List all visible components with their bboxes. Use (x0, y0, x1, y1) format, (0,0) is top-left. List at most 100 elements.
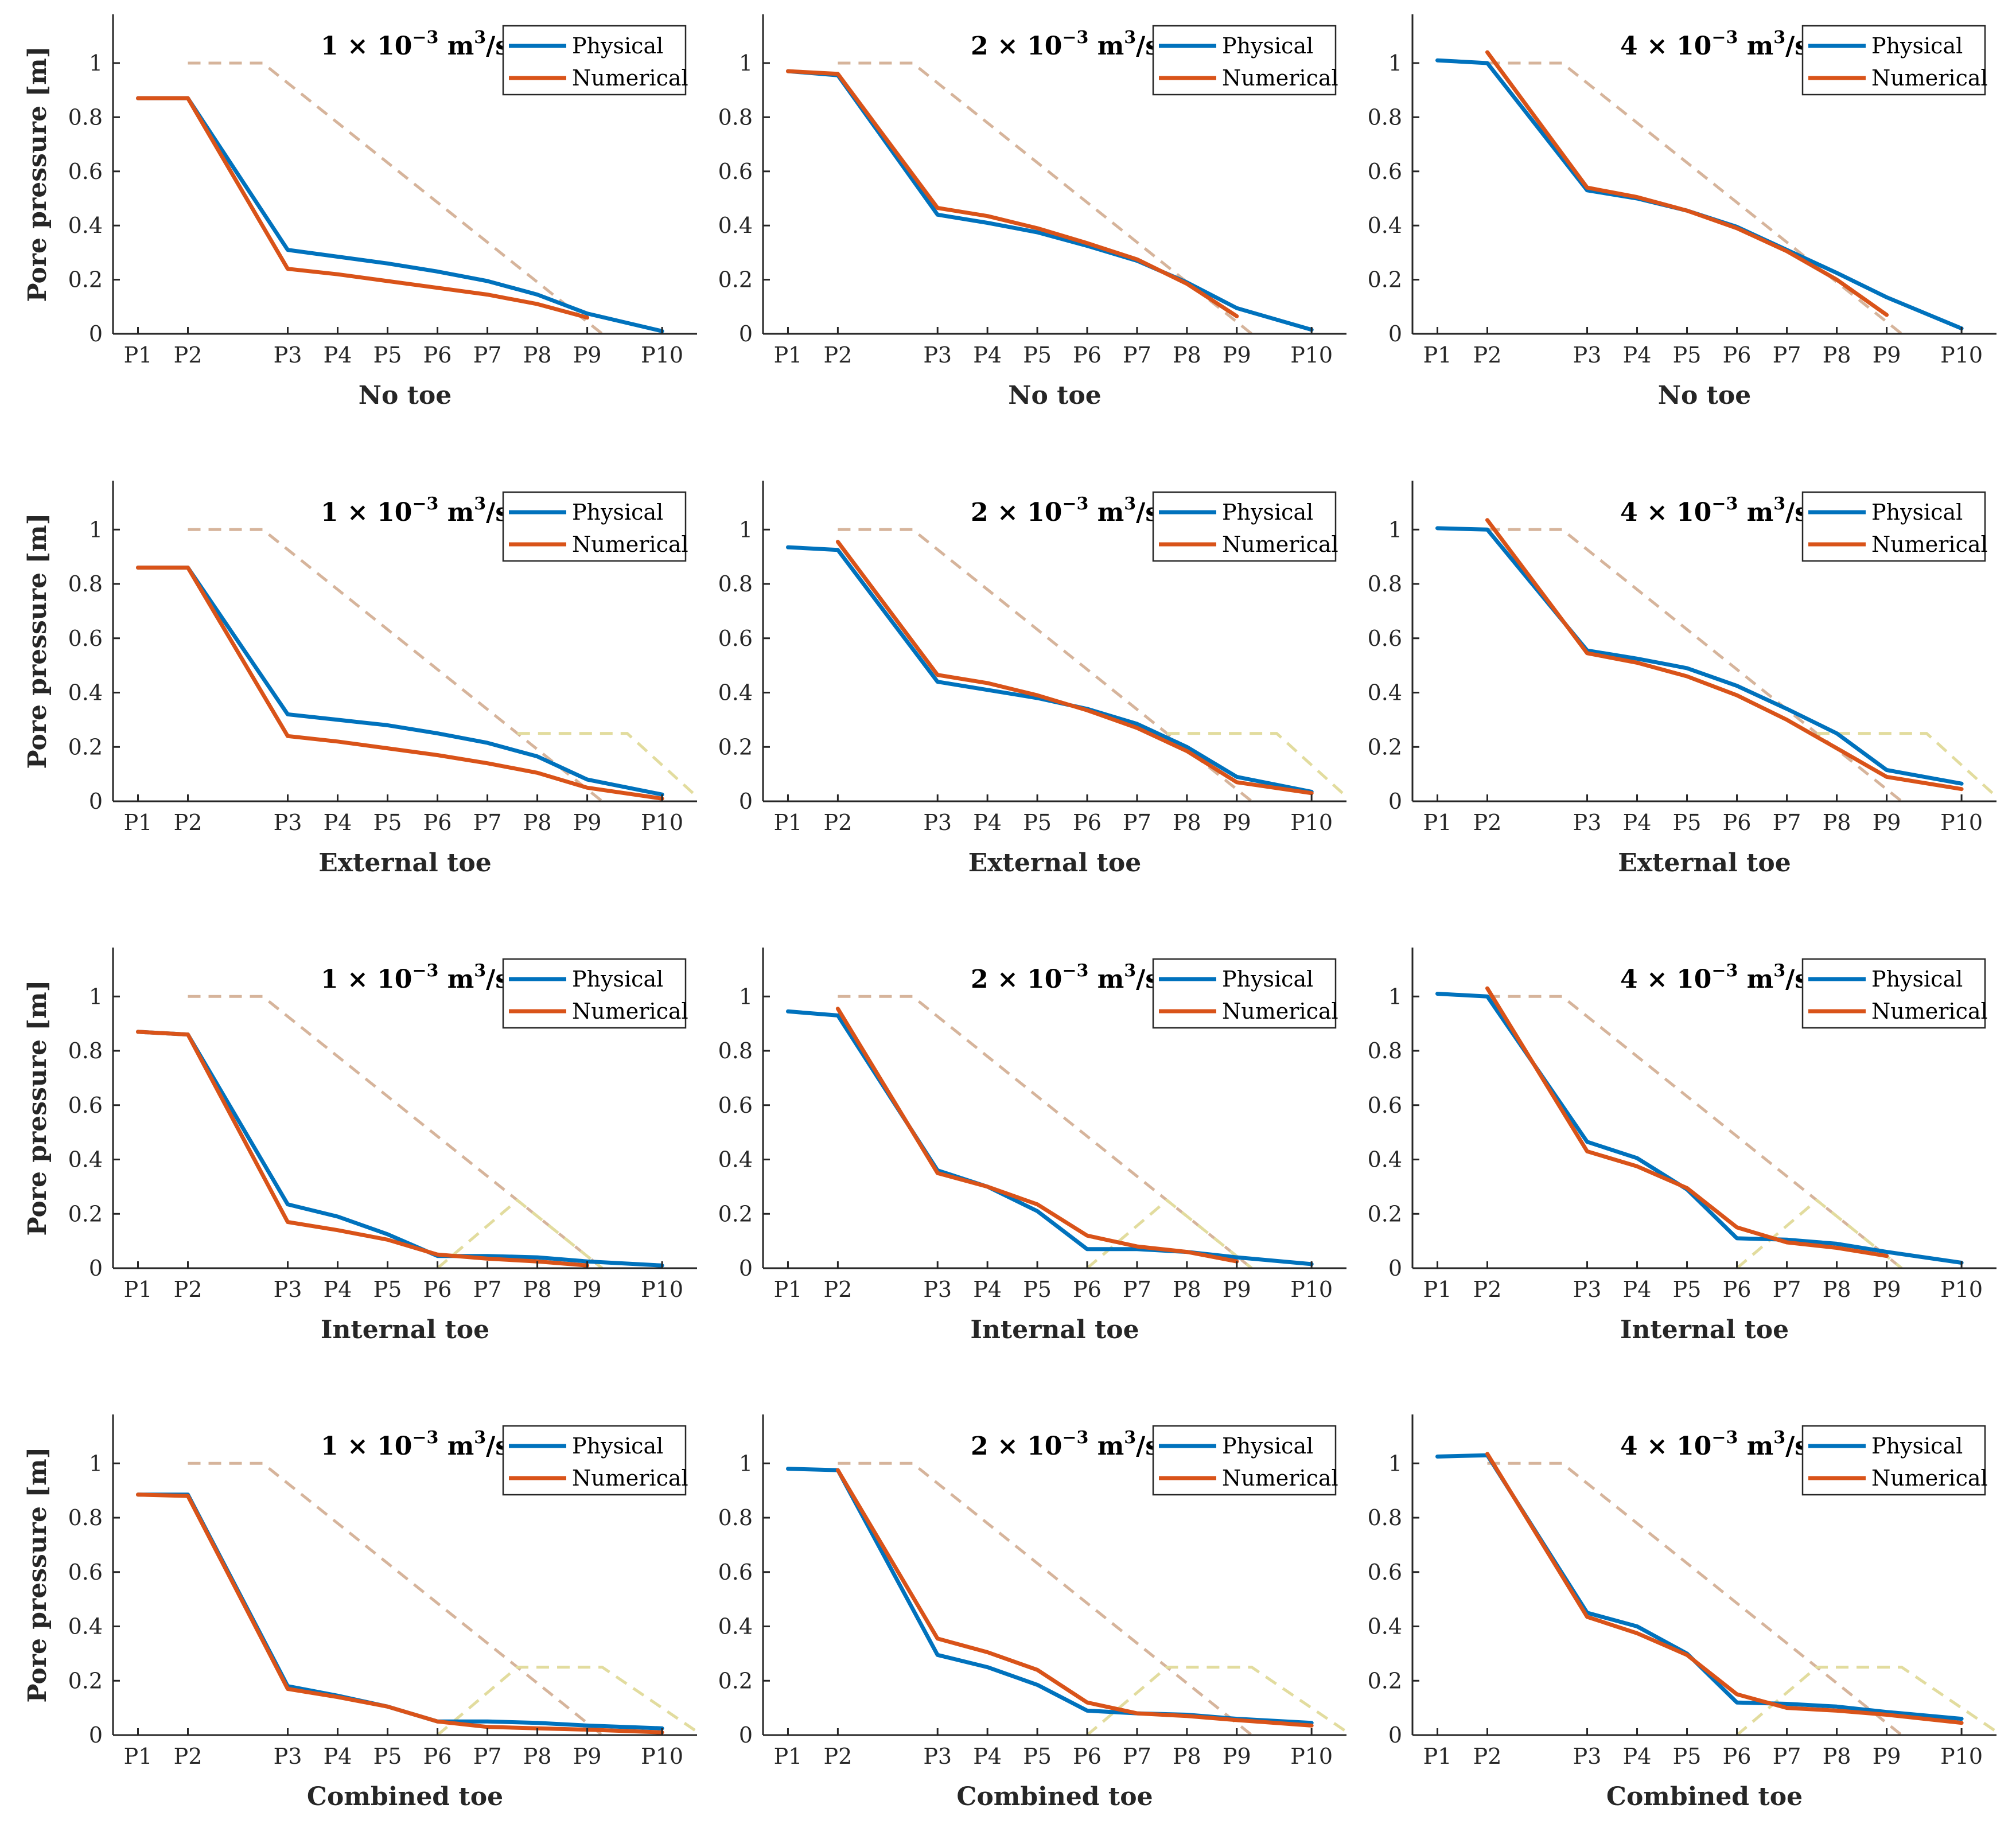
x-tick-label: P3 (923, 1277, 952, 1302)
x-tick-label: P9 (1223, 1277, 1251, 1302)
x-tick-label: P2 (824, 342, 853, 368)
y-axis-label: Pore pressure [m] (23, 46, 52, 302)
chart-title-text: 2 × 10−3 m3/s (971, 961, 1159, 994)
chart-panel-4: 0 0.2 0.4 0.6 0.8 1 P1 P2 P3 P4 P5 P6 P7 P8 P9 P10 Exter… (23, 481, 697, 878)
numerical-line (786, 69, 1239, 318)
title-exponent: −3 (1711, 1428, 1738, 1448)
y-tick-label: 1 (1388, 50, 1402, 76)
x-tick-label: P5 (373, 810, 402, 835)
legend: Physical Numerical (1801, 25, 1988, 96)
title-exponent: −3 (1062, 1428, 1088, 1448)
title-unit-exponent: 3 (1773, 1428, 1785, 1448)
x-axis-label: No toe (359, 381, 452, 410)
toe-outline (1167, 732, 1346, 799)
chart-panel-1: 0 0.2 0.4 0.6 0.8 1 P1 P2 P3 P4 P5 P6 P7 P8 P9 P10 No to… (23, 14, 697, 410)
y-tick-label: 0.8 (68, 571, 103, 597)
plot-area (1435, 518, 1996, 801)
y-axis-label: Pore pressure [m] (23, 513, 52, 769)
chart-panel-10: 0 0.2 0.4 0.6 0.8 1 P1 P2 P3 P4 P5 P6 P7 P8 P9 P10 Combi… (23, 1414, 697, 1811)
y-tick-label: 0.2 (1368, 1668, 1402, 1693)
x-tick-label: P2 (174, 1744, 203, 1769)
x-tick-label: P9 (1873, 810, 1901, 835)
y-tick-label: 0.6 (1368, 626, 1402, 651)
legend-box (1801, 1425, 1986, 1496)
chart-panel-9: 0 0.2 0.4 0.6 0.8 1 P1 P2 P3 P4 P5 P6 P7 P8 P9 P10 Inter… (1368, 948, 1996, 1344)
x-tick-label: P10 (1940, 342, 1983, 368)
embankment-outline (838, 528, 1253, 801)
chart-title-text: 1 × 10−3 m3/s (321, 494, 509, 527)
legend-numerical-label: Numerical (572, 532, 688, 557)
x-tick-label: P1 (124, 342, 153, 368)
y-tick-label: 0.2 (718, 1201, 753, 1226)
legend-box (502, 491, 687, 562)
y-tick-label: 0.8 (1368, 1505, 1402, 1530)
toe-outline (1086, 1198, 1253, 1268)
numerical-line (1485, 986, 1889, 1258)
legend: Physical Numerical (502, 958, 688, 1029)
x-axis-label: External toe (318, 848, 491, 878)
y-tick-label: 1 (739, 517, 753, 542)
legend-box (502, 958, 687, 1029)
x-tick-label: P6 (423, 1744, 452, 1769)
legend-numerical-label: Numerical (1222, 532, 1338, 557)
y-tick-label: 0.2 (68, 1201, 103, 1226)
series-numerical (136, 96, 590, 320)
series-physical (1435, 526, 1964, 786)
series-physical (786, 1009, 1314, 1266)
chart-panel-7: 0 0.2 0.4 0.6 0.8 1 P1 P2 P3 P4 P5 P6 P7 P8 P9 P10 Inter… (23, 948, 697, 1344)
y-tick-label: 0.8 (718, 571, 753, 597)
numerical-line (1485, 50, 1889, 317)
series-physical (136, 1492, 664, 1730)
y-tick-label: 0.4 (68, 213, 103, 238)
chart-panel-6: 0 0.2 0.4 0.6 0.8 1 P1 P2 P3 P4 P5 P6 P7 P8 P9 P10 Exter… (1368, 481, 1996, 878)
y-tick-label: 0 (739, 1256, 753, 1281)
x-axis-label: Combined toe (1606, 1782, 1803, 1811)
x-tick-label: P5 (1673, 810, 1702, 835)
x-tick-label: P4 (973, 1277, 1002, 1302)
embankment-outline (188, 61, 604, 334)
x-tick-label: P2 (174, 810, 203, 835)
title-unit: m (1738, 498, 1773, 527)
legend-box (502, 25, 687, 96)
y-tick-label: 0.8 (68, 1038, 103, 1063)
legend-numerical-label: Numerical (1222, 65, 1338, 91)
toe-outline (436, 1666, 697, 1735)
title-exponent: −3 (1062, 961, 1088, 981)
x-tick-label: P4 (1623, 342, 1652, 368)
embankment-outline (188, 995, 604, 1268)
y-tick-label: 0 (739, 321, 753, 346)
physical-line (786, 1009, 1314, 1266)
chart-title-text: 1 × 10−3 m3/s (321, 28, 509, 61)
x-tick-label: P9 (573, 1277, 602, 1302)
x-tick-label: P10 (1940, 1744, 1983, 1769)
chart-title: 1 × 10−3 m3/s (321, 961, 509, 994)
series-numerical (1485, 518, 1964, 792)
physical-line (136, 1492, 664, 1730)
y-tick-label: 1 (1388, 984, 1402, 1009)
y-tick-label: 0.4 (68, 680, 103, 706)
title-exponent: −3 (412, 28, 438, 48)
y-tick-label: 0.4 (718, 1614, 753, 1639)
series-physical (136, 1030, 664, 1268)
plot-area (1435, 986, 1964, 1268)
legend-numerical-label: Numerical (572, 1465, 688, 1491)
legend-physical-label: Physical (1222, 1433, 1313, 1459)
x-tick-label: P1 (1423, 1277, 1452, 1302)
x-tick-label: P1 (124, 810, 153, 835)
legend: Physical Numerical (502, 1425, 688, 1496)
title-unit: m (1088, 965, 1124, 994)
chart-panel-5: 0 0.2 0.4 0.6 0.8 1 P1 P2 P3 P4 P5 P6 P7 P8 P9 P10 Exter… (718, 481, 1346, 878)
x-tick-label: P3 (1573, 342, 1602, 368)
chart-panel-8: 0 0.2 0.4 0.6 0.8 1 P1 P2 P3 P4 P5 P6 P7 P8 P9 P10 Inter… (718, 948, 1346, 1344)
x-tick-label: P7 (1773, 1277, 1801, 1302)
x-tick-label: P2 (174, 342, 203, 368)
y-tick-label: 0.2 (68, 1668, 103, 1693)
legend: Physical Numerical (1152, 958, 1338, 1029)
title-unit: m (1738, 1432, 1773, 1461)
y-tick-label: 1 (89, 50, 103, 76)
chart-panel-3: 0 0.2 0.4 0.6 0.8 1 P1 P2 P3 P4 P5 P6 P7 P8 P9 P10 No to… (1368, 14, 1996, 410)
title-unit: m (438, 1432, 474, 1461)
series-physical (786, 545, 1314, 794)
x-tick-label: P9 (1873, 1744, 1901, 1769)
